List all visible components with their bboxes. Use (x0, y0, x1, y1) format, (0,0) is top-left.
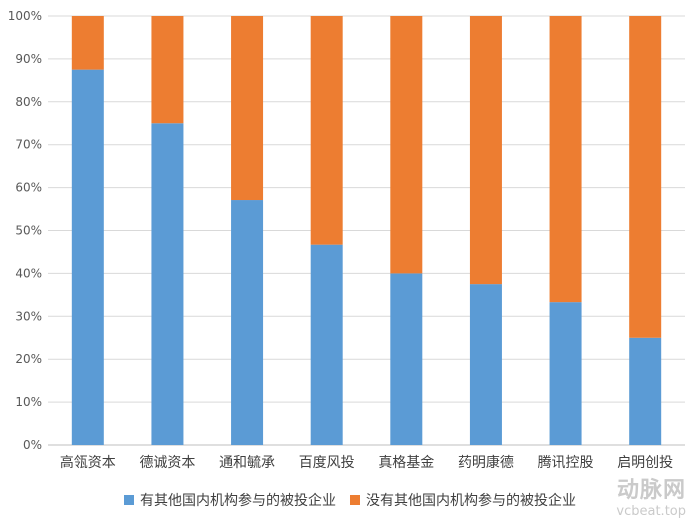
x-category-label: 百度风投 (299, 455, 355, 471)
bar-segment-series-1 (231, 200, 264, 445)
y-tick-label: 80% (15, 95, 42, 109)
x-category-label: 腾讯控股 (538, 454, 594, 471)
bar-segment-series-1 (71, 69, 104, 445)
legend-swatch-series-1 (124, 495, 134, 505)
y-tick-label: 50% (15, 224, 42, 238)
legend-label-series-1: 有其他国内机构参与的被投企业 (140, 493, 336, 509)
bar-segment-series-1 (390, 273, 423, 445)
bar-segment-series-2 (549, 16, 582, 303)
bar-segment-series-2 (629, 16, 662, 338)
gridlines (48, 15, 685, 446)
x-category-label: 通和毓承 (219, 455, 275, 471)
bar-segment-series-1 (151, 123, 184, 445)
watermark: 动脉网 vcbeat.top (616, 472, 686, 519)
bar-segment-series-2 (469, 16, 502, 285)
y-tick-label: 100% (8, 9, 42, 23)
bar-segment-series-1 (549, 302, 582, 445)
y-tick-label: 90% (15, 52, 42, 66)
y-tick-label: 0% (23, 438, 42, 452)
x-category-label: 高瓴资本 (60, 454, 116, 471)
y-tick-label: 20% (15, 352, 42, 366)
y-tick-label: 10% (15, 395, 42, 409)
watermark-logo-text: 动脉网 (616, 478, 686, 503)
bar-segment-series-1 (469, 284, 502, 445)
y-tick-label: 30% (15, 309, 42, 323)
bar-segment-series-2 (71, 16, 104, 70)
legend-item-series-2: 没有其他国内机构参与的被投企业 (350, 490, 576, 510)
legend-item-series-1: 有其他国内机构参与的被投企业 (124, 490, 336, 510)
legend: 有其他国内机构参与的被投企业 没有其他国内机构参与的被投企业 (0, 490, 700, 510)
bar-segment-series-2 (231, 16, 264, 201)
y-axis-ticks: 0% 10% 20% 30% 40% 50% 60% 70% 80% 90% 100% (8, 9, 42, 452)
watermark-url: vcbeat.top (616, 504, 686, 519)
legend-swatch-series-2 (350, 495, 360, 505)
y-tick-label: 70% (15, 138, 42, 152)
x-axis-labels: 高瓴资本 德诚资本 通和毓承 百度风投 真格基金 药明康德 腾讯控股 启明创投 (60, 454, 673, 471)
bar-segment-series-2 (390, 16, 423, 274)
x-category-label: 启明创投 (617, 455, 673, 471)
x-category-label: 真格基金 (378, 454, 434, 471)
bar-segment-series-2 (310, 16, 343, 245)
x-category-label: 药明康德 (458, 454, 514, 471)
legend-label-series-2: 没有其他国内机构参与的被投企业 (366, 493, 576, 509)
bar-segment-series-2 (151, 16, 184, 124)
y-tick-label: 40% (15, 266, 42, 280)
bar-segment-series-1 (629, 337, 662, 445)
y-tick-label: 60% (15, 181, 42, 195)
bars (71, 16, 662, 445)
bar-segment-series-1 (310, 244, 343, 445)
x-category-label: 德诚资本 (139, 455, 195, 471)
